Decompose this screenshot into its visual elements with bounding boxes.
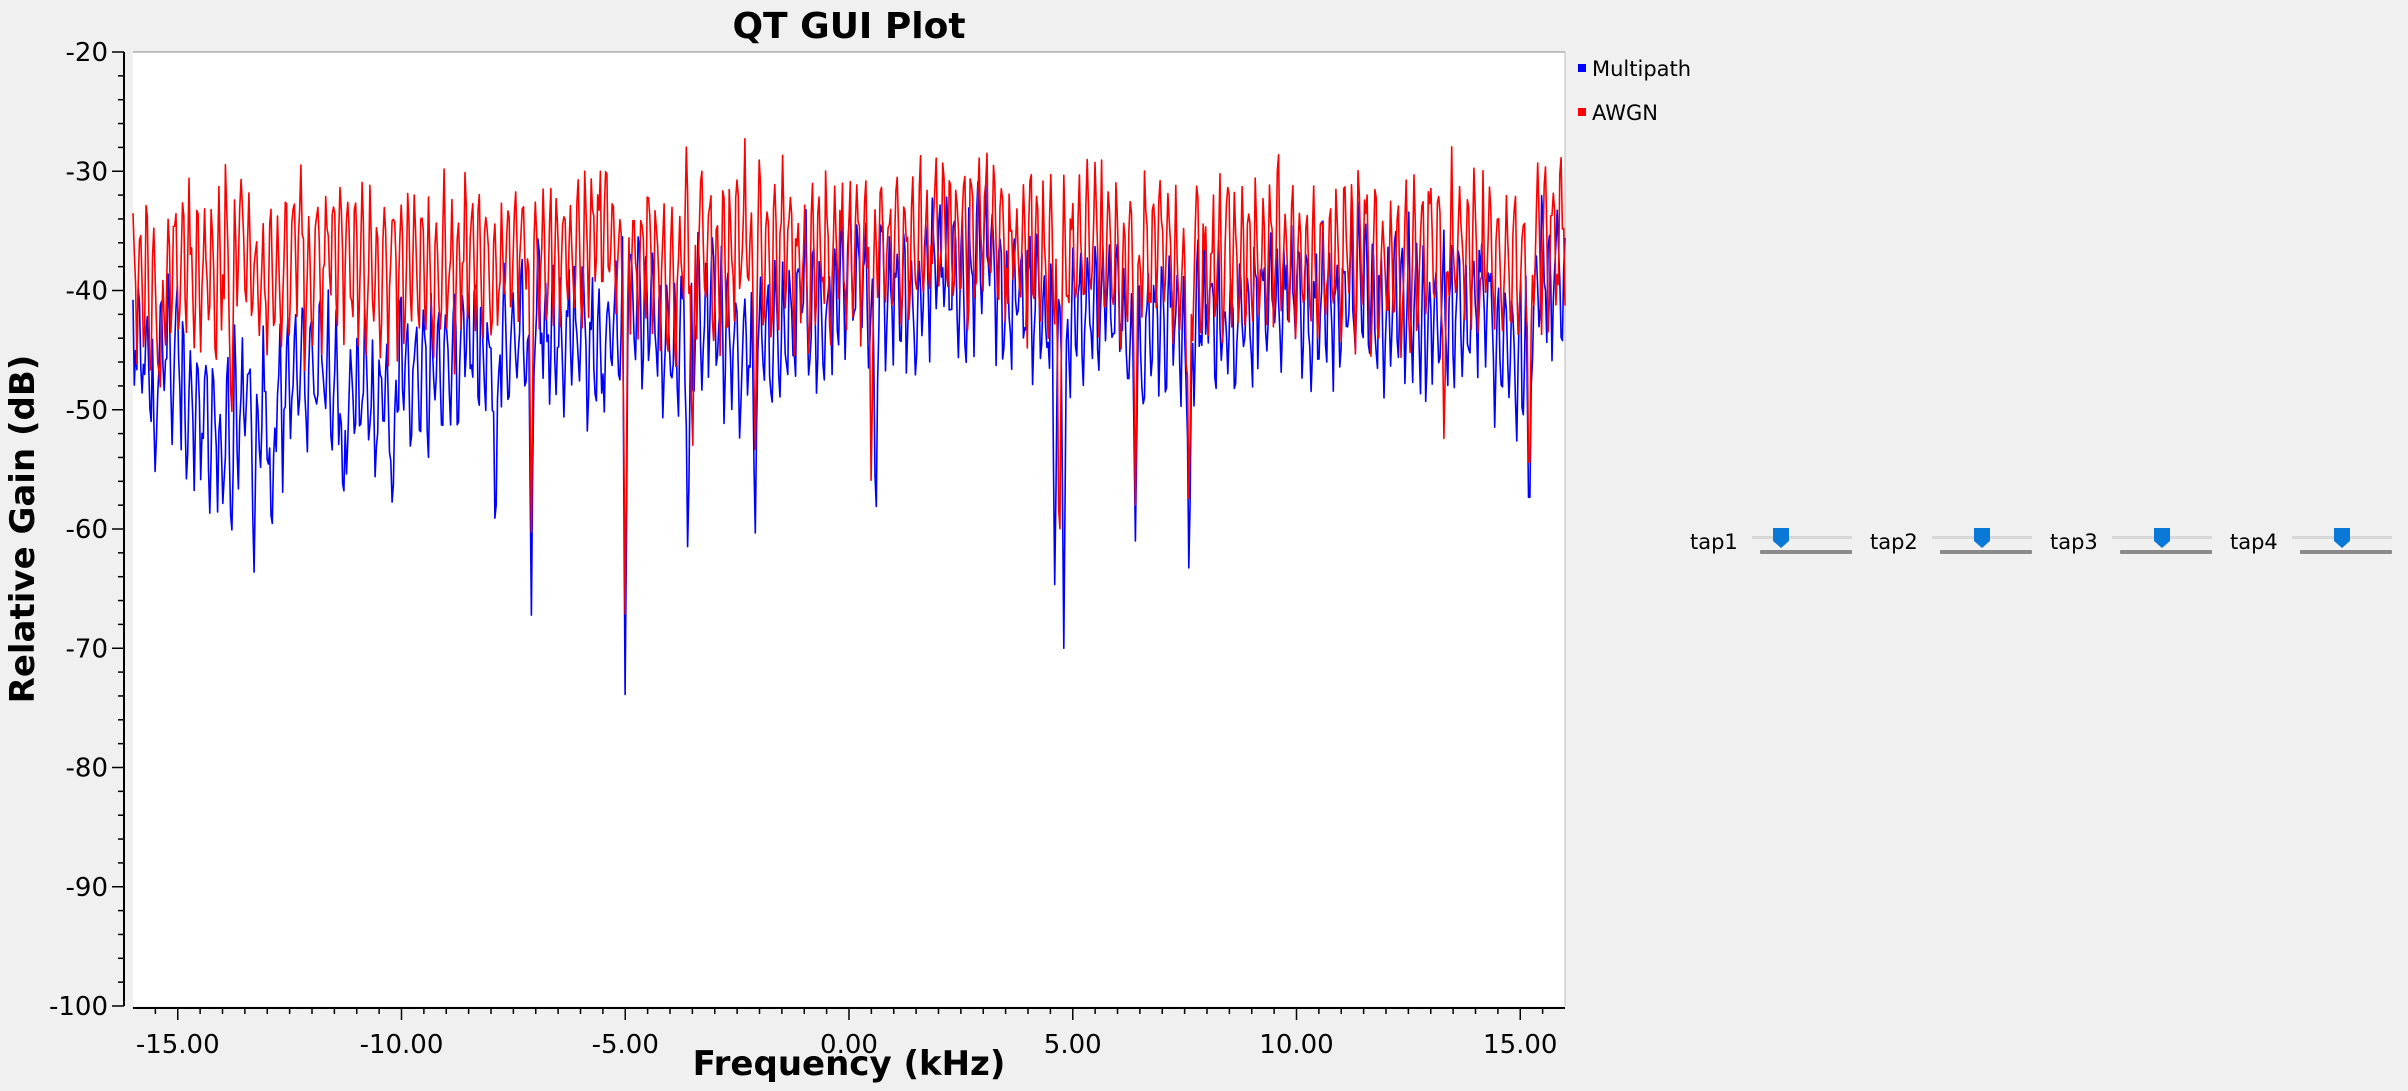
tap2-label: tap2 [1870,530,1918,554]
x-tick-label: 5.00 [1044,1030,1102,1060]
y-tick-label: -20 [66,38,108,68]
tap-controls: tap1 tap2 tap3 tap4 [1690,522,2408,562]
y-axis-title: Relative Gain (dB) [3,355,43,704]
legend-swatch-multipath [1578,64,1586,72]
x-tick-label: -10.00 [360,1030,444,1060]
x-tick-label: 10.00 [1259,1030,1333,1060]
tap4-label: tap4 [2230,530,2278,554]
tap3-control: tap3 [2050,522,2230,562]
tap3-slider[interactable] [2112,522,2212,562]
tap1-slider-handle[interactable] [1773,528,1789,548]
x-axis: -15.00 -10.00 -5.00 0.00 5.00 10.00 15.00 [133,1007,1565,1060]
y-tick-label: -60 [66,515,108,545]
y-tick-label: -30 [66,157,108,187]
tap1-slider[interactable] [1752,522,1852,562]
y-tick-label: -80 [66,754,108,784]
legend-swatch-awgn [1578,108,1586,116]
legend-label-multipath: Multipath [1592,57,1691,81]
tap1-label: tap1 [1690,530,1738,554]
x-tick-label: 0.00 [820,1030,878,1060]
y-tick-label: -90 [66,873,108,903]
plot-title: QT GUI Plot [732,6,965,47]
tap4-control: tap4 [2230,522,2408,562]
x-tick-label: -15.00 [136,1030,220,1060]
y-tick-label: -70 [66,634,108,664]
y-tick-label: -40 [66,277,108,307]
x-tick-label: -5.00 [592,1030,659,1060]
tap2-slider[interactable] [1932,522,2032,562]
tap3-slider-handle[interactable] [2154,528,2170,548]
x-tick-label: 15.00 [1483,1030,1557,1060]
plot-canvas[interactable] [133,52,1565,1006]
legend: Multipath AWGN [1578,57,1691,125]
tap3-label: tap3 [2050,530,2098,554]
tap4-slider[interactable] [2292,522,2392,562]
tap4-slider-handle[interactable] [2334,528,2350,548]
x-axis-title: Frequency (kHz) [693,1044,1006,1084]
tap2-slider-handle[interactable] [1974,528,1990,548]
tap1-control: tap1 [1690,522,1870,562]
tap2-control: tap2 [1870,522,2050,562]
y-axis: -20 -30 -40 -50 -60 -70 -80 -90 -100 [49,38,125,1022]
y-tick-label: -50 [66,396,108,426]
series-layer [132,137,1566,696]
legend-label-awgn: AWGN [1592,101,1658,125]
series-line-awgn [132,137,1566,615]
y-tick-label: -100 [49,992,108,1022]
